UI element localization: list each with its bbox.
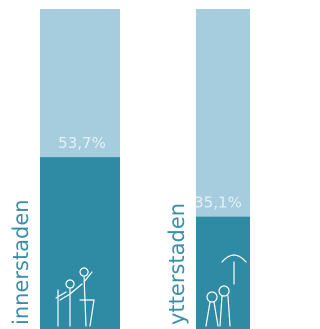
category-label: ytterstaden: [165, 203, 189, 325]
value-label: 53,7%: [58, 134, 106, 152]
bar: [40, 157, 120, 329]
page: {"chart_data": {"type": "bar", "categori…: [0, 0, 250, 329]
category-label: innerstaden: [9, 199, 33, 325]
chart: 53,7% innerstaden 35,1% ytterstaden: [0, 0, 250, 329]
value-label: 35,1%: [194, 194, 242, 212]
bar: [196, 217, 250, 329]
